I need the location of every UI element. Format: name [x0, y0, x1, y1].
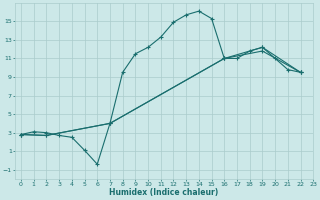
X-axis label: Humidex (Indice chaleur): Humidex (Indice chaleur)	[109, 188, 219, 197]
